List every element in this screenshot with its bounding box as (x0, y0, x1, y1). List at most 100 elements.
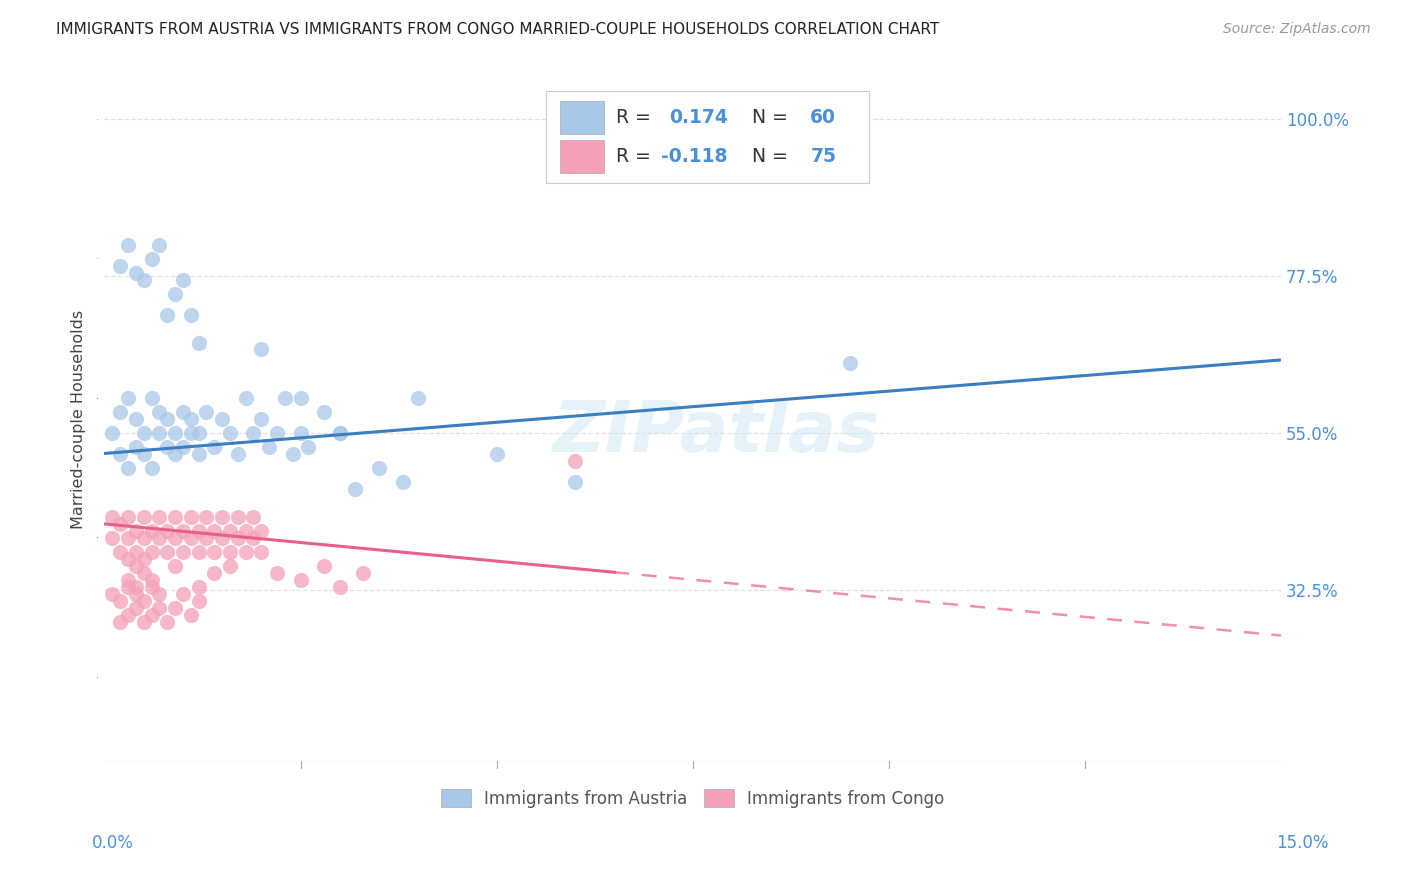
Point (165, 510, 187, 524)
Text: 0.174: 0.174 (669, 108, 728, 128)
Point (187, 593, 209, 607)
Point (329, 426, 352, 441)
Point (172, 524, 194, 538)
Point (165, 600, 187, 615)
Point (101, 510, 124, 524)
Point (250, 545, 273, 559)
Point (211, 510, 233, 524)
Point (202, 566, 225, 580)
Point (235, 545, 257, 559)
Point (195, 510, 218, 524)
Point (156, 412, 179, 426)
Text: N =: N = (740, 108, 793, 128)
Point (266, 566, 288, 580)
Point (108, 259, 131, 273)
Point (274, 392, 297, 406)
Point (148, 587, 170, 601)
Point (391, 475, 413, 489)
Point (101, 426, 124, 441)
Point (132, 273, 155, 287)
Point (180, 412, 202, 426)
Point (125, 545, 148, 559)
Point (172, 440, 194, 454)
Point (125, 440, 148, 454)
Point (312, 558, 335, 573)
Point (406, 392, 429, 406)
Point (297, 440, 319, 454)
Point (141, 573, 163, 587)
Text: 0.0%: 0.0% (91, 834, 134, 852)
Point (117, 510, 139, 524)
Point (117, 551, 139, 566)
Point (180, 607, 202, 622)
Text: -0.118: -0.118 (661, 147, 727, 166)
Point (132, 531, 155, 545)
Point (108, 615, 131, 629)
Point (156, 545, 179, 559)
Point (257, 440, 280, 454)
Point (108, 593, 131, 607)
Point (108, 545, 131, 559)
Point (187, 447, 209, 461)
Point (156, 524, 179, 538)
Point (187, 545, 209, 559)
Point (235, 524, 257, 538)
Point (329, 426, 352, 441)
Point (165, 531, 187, 545)
Point (202, 440, 225, 454)
Point (202, 524, 225, 538)
Point (148, 600, 170, 615)
Point (180, 531, 202, 545)
Point (117, 392, 139, 406)
Point (290, 392, 312, 406)
Point (226, 531, 249, 545)
Point (235, 392, 257, 406)
Point (108, 516, 131, 531)
Point (101, 531, 124, 545)
Point (125, 524, 148, 538)
Point (344, 482, 367, 496)
Point (242, 510, 264, 524)
Point (485, 447, 508, 461)
Point (219, 545, 242, 559)
Point (564, 475, 586, 489)
Point (187, 335, 209, 350)
Point (165, 286, 187, 301)
Point (250, 412, 273, 426)
Point (172, 405, 194, 419)
Point (108, 447, 131, 461)
FancyBboxPatch shape (560, 140, 605, 173)
Point (117, 461, 139, 475)
Point (180, 426, 202, 441)
Point (187, 580, 209, 594)
Point (195, 531, 218, 545)
Point (250, 343, 273, 357)
Point (125, 587, 148, 601)
Point (211, 531, 233, 545)
Point (132, 510, 155, 524)
Point (132, 615, 155, 629)
Point (312, 405, 335, 419)
Point (141, 252, 163, 266)
Point (132, 551, 155, 566)
Point (125, 266, 148, 280)
Point (117, 607, 139, 622)
Point (195, 405, 218, 419)
Point (132, 566, 155, 580)
Text: 75: 75 (810, 147, 837, 166)
Point (108, 405, 131, 419)
Point (242, 531, 264, 545)
Point (219, 558, 242, 573)
Point (838, 356, 860, 370)
Point (125, 412, 148, 426)
Text: Source: ZipAtlas.com: Source: ZipAtlas.com (1223, 22, 1371, 37)
Text: R =: R = (616, 147, 657, 166)
Text: ZIPatlas: ZIPatlas (553, 399, 880, 467)
Point (125, 580, 148, 594)
FancyBboxPatch shape (546, 91, 869, 184)
Point (132, 447, 155, 461)
Y-axis label: Married-couple Households: Married-couple Households (72, 310, 86, 529)
Point (187, 426, 209, 441)
Point (266, 426, 288, 441)
FancyBboxPatch shape (560, 102, 605, 134)
